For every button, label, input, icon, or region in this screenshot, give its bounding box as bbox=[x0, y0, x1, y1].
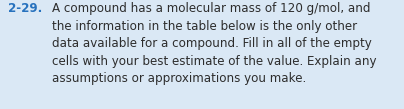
Text: the information in the table below is the only other: the information in the table below is th… bbox=[52, 20, 357, 33]
Text: cells with your best estimate of the value. Explain any: cells with your best estimate of the val… bbox=[52, 55, 377, 68]
Text: assumptions or approximations you make.: assumptions or approximations you make. bbox=[52, 72, 306, 85]
Text: data available for a compound. Fill in all of the empty: data available for a compound. Fill in a… bbox=[52, 37, 372, 50]
Text: A compound has a molecular mass of 120 g/mol, and: A compound has a molecular mass of 120 g… bbox=[52, 2, 370, 15]
Text: 2-29.: 2-29. bbox=[8, 2, 42, 15]
